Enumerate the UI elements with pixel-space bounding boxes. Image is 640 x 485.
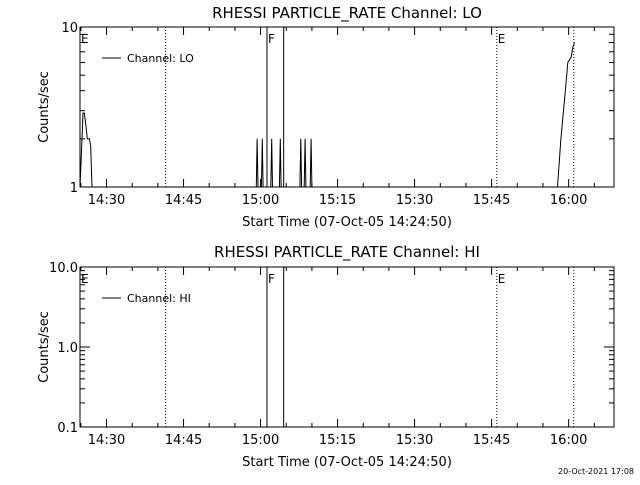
y-tick-label: 0.1 — [57, 421, 78, 436]
x-tick-label: 15:30 — [396, 193, 433, 208]
footer-timestamp: 20-Oct-2021 17:08 — [558, 467, 634, 476]
x-axis-label: Start Time (07-Oct-05 14:24:50) — [242, 215, 452, 230]
x-tick-label: 16:00 — [550, 433, 587, 448]
event-marker-label: E — [81, 32, 89, 46]
x-tick-label: 15:30 — [396, 433, 433, 448]
y-axis-label: Counts/sec — [37, 71, 52, 143]
x-tick-label: 15:00 — [242, 433, 279, 448]
x-tick-label: 15:00 — [242, 193, 279, 208]
event-marker-label: E — [81, 272, 89, 286]
event-marker-label: E — [498, 272, 506, 286]
y-tick-label: 1 — [70, 181, 78, 196]
x-tick-label: 14:45 — [165, 193, 202, 208]
x-tick-label: 16:00 — [550, 193, 587, 208]
legend-entry: Channel: HI — [127, 292, 191, 305]
chart-title: RHESSI PARTICLE_RATE Channel: HI — [214, 243, 480, 262]
event-marker-label: F — [268, 272, 275, 286]
y-axis-label: Counts/sec — [37, 311, 52, 383]
event-marker-label: E — [498, 32, 506, 46]
y-tick-label: 10.0 — [49, 261, 78, 276]
x-tick-label: 15:15 — [319, 193, 356, 208]
x-tick-label: 14:30 — [88, 433, 125, 448]
y-tick-label: 10 — [61, 21, 78, 36]
series-line — [79, 42, 576, 188]
x-tick-label: 15:45 — [473, 433, 510, 448]
x-axis-label: Start Time (07-Oct-05 14:24:50) — [242, 455, 452, 470]
chart-title: RHESSI PARTICLE_RATE Channel: LO — [212, 4, 482, 23]
event-marker-label: F — [268, 32, 275, 46]
x-tick-label: 15:15 — [319, 433, 356, 448]
legend-entry: Channel: LO — [127, 52, 194, 65]
x-tick-label: 14:30 — [88, 193, 125, 208]
y-tick-label: 1.0 — [57, 341, 78, 356]
x-tick-label: 15:45 — [473, 193, 510, 208]
x-tick-label: 14:45 — [165, 433, 202, 448]
